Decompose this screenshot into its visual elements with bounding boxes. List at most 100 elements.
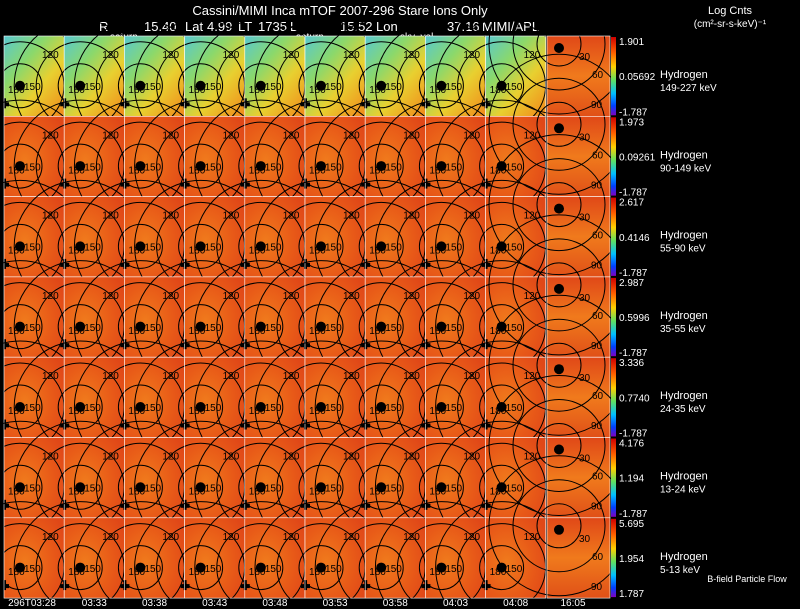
mask-notch <box>304 98 307 109</box>
contour-label: 120 <box>403 211 420 222</box>
contour-line <box>479 63 525 109</box>
side-contour <box>512 0 606 91</box>
contour-line <box>238 384 284 430</box>
contour-label: 180 <box>249 165 266 176</box>
contour-label: 150 <box>84 323 101 334</box>
saturn-disk <box>15 401 25 412</box>
cell-image <box>4 196 65 277</box>
contour-label: 150 <box>144 162 161 173</box>
row-label: Hydrogen 149-227 keV <box>660 69 717 94</box>
mask-notch <box>304 580 307 591</box>
colorbar-max: 3.336 <box>619 358 644 369</box>
species-label: Hydrogen <box>660 149 708 161</box>
side-contour-label: 60 <box>592 391 604 402</box>
contour-label: 180 <box>189 246 206 257</box>
saturn-disk <box>554 203 564 214</box>
contour-label: 180 <box>369 487 386 498</box>
contour-label: 150 <box>24 243 41 254</box>
mask-notch <box>3 419 6 430</box>
contour-label: 150 <box>144 323 161 334</box>
contour-label: 120 <box>463 50 480 61</box>
contour-label: 150 <box>445 403 462 414</box>
contour-label: 180 <box>8 406 25 417</box>
energy-label: 24-35 keV <box>660 404 706 415</box>
contour-label: 150 <box>506 162 523 173</box>
contour-label: 120 <box>283 371 300 382</box>
saturn-disk <box>75 401 86 412</box>
energy-label: 35-55 keV <box>660 324 706 335</box>
contour-line <box>178 464 224 510</box>
species-label: Hydrogen <box>660 390 708 402</box>
mask-notch <box>123 258 127 269</box>
mask-notch <box>63 98 67 109</box>
mask-notch <box>3 178 6 189</box>
contour-label: 180 <box>8 165 25 176</box>
time-tick-label: 16:05 <box>560 598 585 609</box>
mask-notch <box>424 178 428 189</box>
contour-line <box>0 63 43 109</box>
l-label: L <box>290 19 297 34</box>
cell-image <box>485 116 546 197</box>
contour-label: 120 <box>524 291 541 302</box>
contour-line <box>418 63 464 109</box>
cell-image <box>4 437 65 518</box>
time-tick-label: 03:43 <box>202 598 227 609</box>
colorbar-mid: 0.4146 <box>619 233 650 244</box>
side-contour <box>488 214 630 356</box>
contour-label: 180 <box>189 487 206 498</box>
side-panel-border <box>546 517 611 599</box>
mask-notch <box>364 98 368 109</box>
species-label: Hydrogen <box>660 551 708 563</box>
contour-line <box>479 464 525 510</box>
mask-notch <box>304 178 307 189</box>
contour-label: 180 <box>8 487 25 498</box>
mask-notch <box>243 339 247 350</box>
cell-image <box>244 116 305 197</box>
cell-image <box>425 437 486 518</box>
mask-notch <box>424 339 428 350</box>
contour-label: 120 <box>102 532 119 543</box>
contour-line <box>57 304 103 350</box>
mask-notch <box>243 419 247 430</box>
colorbar-gradient <box>611 438 616 517</box>
mask-notch <box>3 98 6 109</box>
contour-label: 180 <box>429 85 446 96</box>
contour-line <box>418 223 464 269</box>
energy-label: 5-13 keV <box>660 565 700 576</box>
contour-label: 180 <box>429 406 446 417</box>
contour-label: 150 <box>445 243 462 254</box>
contour-label: 180 <box>128 165 145 176</box>
mask-notch <box>63 339 67 350</box>
side-contour-label: 90 <box>591 582 603 593</box>
contour-label: 150 <box>144 403 161 414</box>
contour-label: 180 <box>429 326 446 337</box>
mask-notch <box>484 419 488 430</box>
contour-line <box>298 545 344 591</box>
contour-label: 180 <box>249 567 266 578</box>
side-contour-label: 30 <box>579 52 591 63</box>
contour-label: 150 <box>506 484 523 495</box>
saturn-disk <box>15 482 25 493</box>
colorbar-gradient <box>611 358 616 437</box>
cell-image <box>425 517 486 599</box>
contour-line <box>178 384 224 430</box>
saturn-disk <box>135 321 146 332</box>
contour-label: 120 <box>463 291 480 302</box>
contour-line <box>117 304 163 350</box>
side-contour-label: 90 <box>591 180 603 191</box>
colorbar-max: 5.695 <box>619 519 644 530</box>
time-axis: 296T03:28 03:33 03:38 03:43 03:48 03:53 03:58 0… <box>8 598 586 609</box>
contour-label: 180 <box>128 406 145 417</box>
contour-label: 150 <box>205 323 222 334</box>
saturn-disk <box>195 321 206 332</box>
contour-line <box>0 545 43 591</box>
contour-label: 180 <box>128 487 145 498</box>
contour-line <box>238 545 284 591</box>
contour-label: 180 <box>249 406 266 417</box>
contour-line <box>0 143 43 189</box>
contour-label: 120 <box>403 452 420 463</box>
